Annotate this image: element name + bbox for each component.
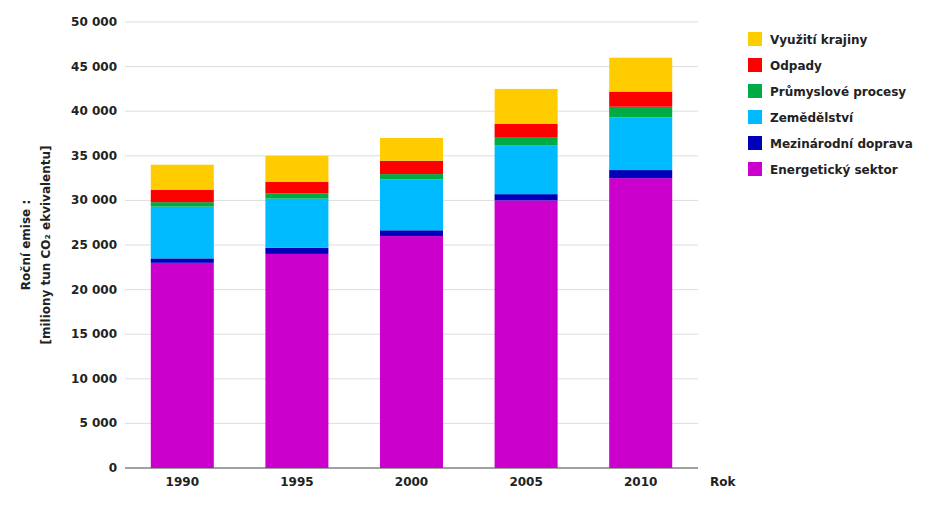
bar-segment (380, 179, 443, 230)
y-axis-label: Roční emise : [miliony tun CO₂ ekvivalent… (19, 145, 53, 344)
legend-swatch (748, 32, 762, 46)
legend-label: Odpady (770, 59, 822, 73)
bar-segment (151, 190, 214, 202)
x-axis-line (125, 468, 698, 469)
grid-line (125, 22, 698, 23)
bar-segment (495, 124, 558, 137)
y-axis-label-line: Roční emise : (19, 200, 33, 290)
y-axis-label-line: [miliony tun CO₂ ekvivalentu] (39, 145, 53, 344)
grid (125, 22, 698, 468)
bar-segment (380, 236, 443, 468)
bar-segment (609, 170, 672, 178)
y-tick-label: 0 (109, 461, 117, 475)
legend-label: Využití krajiny (770, 33, 868, 47)
x-tick-label: 2010 (624, 475, 657, 489)
bar-segment (495, 194, 558, 200)
y-tick-label: 15 000 (71, 327, 117, 341)
bar-segment (380, 161, 443, 174)
bars (151, 58, 672, 468)
y-tick-label: 25 000 (71, 238, 117, 252)
legend-swatch (748, 84, 762, 98)
chart: 0 5 000 10 000 15 000 20 000 25 000 30 000 35 0… (0, 0, 943, 518)
bar-segment (151, 165, 214, 190)
y-tick-label: 35 000 (71, 149, 117, 163)
x-tick-label: 1990 (166, 475, 199, 489)
x-tick-label: 1995 (280, 475, 313, 489)
legend: Využití krajiny Odpady Průmyslové procesy Z… (748, 32, 913, 177)
bar-segment (609, 178, 672, 468)
bar-segment (609, 107, 672, 118)
bar-segment (495, 145, 558, 194)
bar-segment (380, 174, 443, 179)
bar-segment (380, 138, 443, 161)
bar-segment (609, 117, 672, 170)
bar-segment (265, 254, 328, 468)
bar-segment (495, 137, 558, 145)
y-tick-label: 45 000 (71, 60, 117, 74)
bar-segment (380, 230, 443, 236)
bar-segment (151, 258, 214, 262)
grid-line (125, 468, 698, 469)
x-tick-label: 2005 (509, 475, 542, 489)
bar-segment (265, 193, 328, 198)
y-tick-label: 40 000 (71, 104, 117, 118)
bar-segment (609, 92, 672, 107)
y-tick-label: 30 000 (71, 193, 117, 207)
legend-label: Zemědělství (770, 111, 854, 125)
y-tick-label: 50 000 (71, 15, 117, 29)
legend-swatch (748, 58, 762, 72)
bar-segment (151, 202, 214, 206)
legend-swatch (748, 162, 762, 176)
bar-segment (151, 263, 214, 468)
y-tick-label: 20 000 (71, 283, 117, 297)
bar-segment (265, 248, 328, 254)
legend-swatch (748, 136, 762, 150)
legend-label: Energetický sektor (770, 163, 898, 177)
x-tick-label: 2000 (395, 475, 428, 489)
x-axis-label: Rok (710, 475, 736, 489)
y-tick-label: 5 000 (79, 416, 117, 430)
bar-segment (265, 199, 328, 248)
bar-segment (265, 156, 328, 182)
legend-label: Mezinárodní doprava (770, 137, 913, 151)
bar-segment (609, 58, 672, 92)
bar-segment (265, 182, 328, 194)
bar-segment (151, 207, 214, 259)
bar-segment (495, 89, 558, 124)
legend-swatch (748, 110, 762, 124)
bar-segment (495, 200, 558, 468)
y-tick-label: 10 000 (71, 372, 117, 386)
legend-label: Průmyslové procesy (770, 85, 906, 99)
